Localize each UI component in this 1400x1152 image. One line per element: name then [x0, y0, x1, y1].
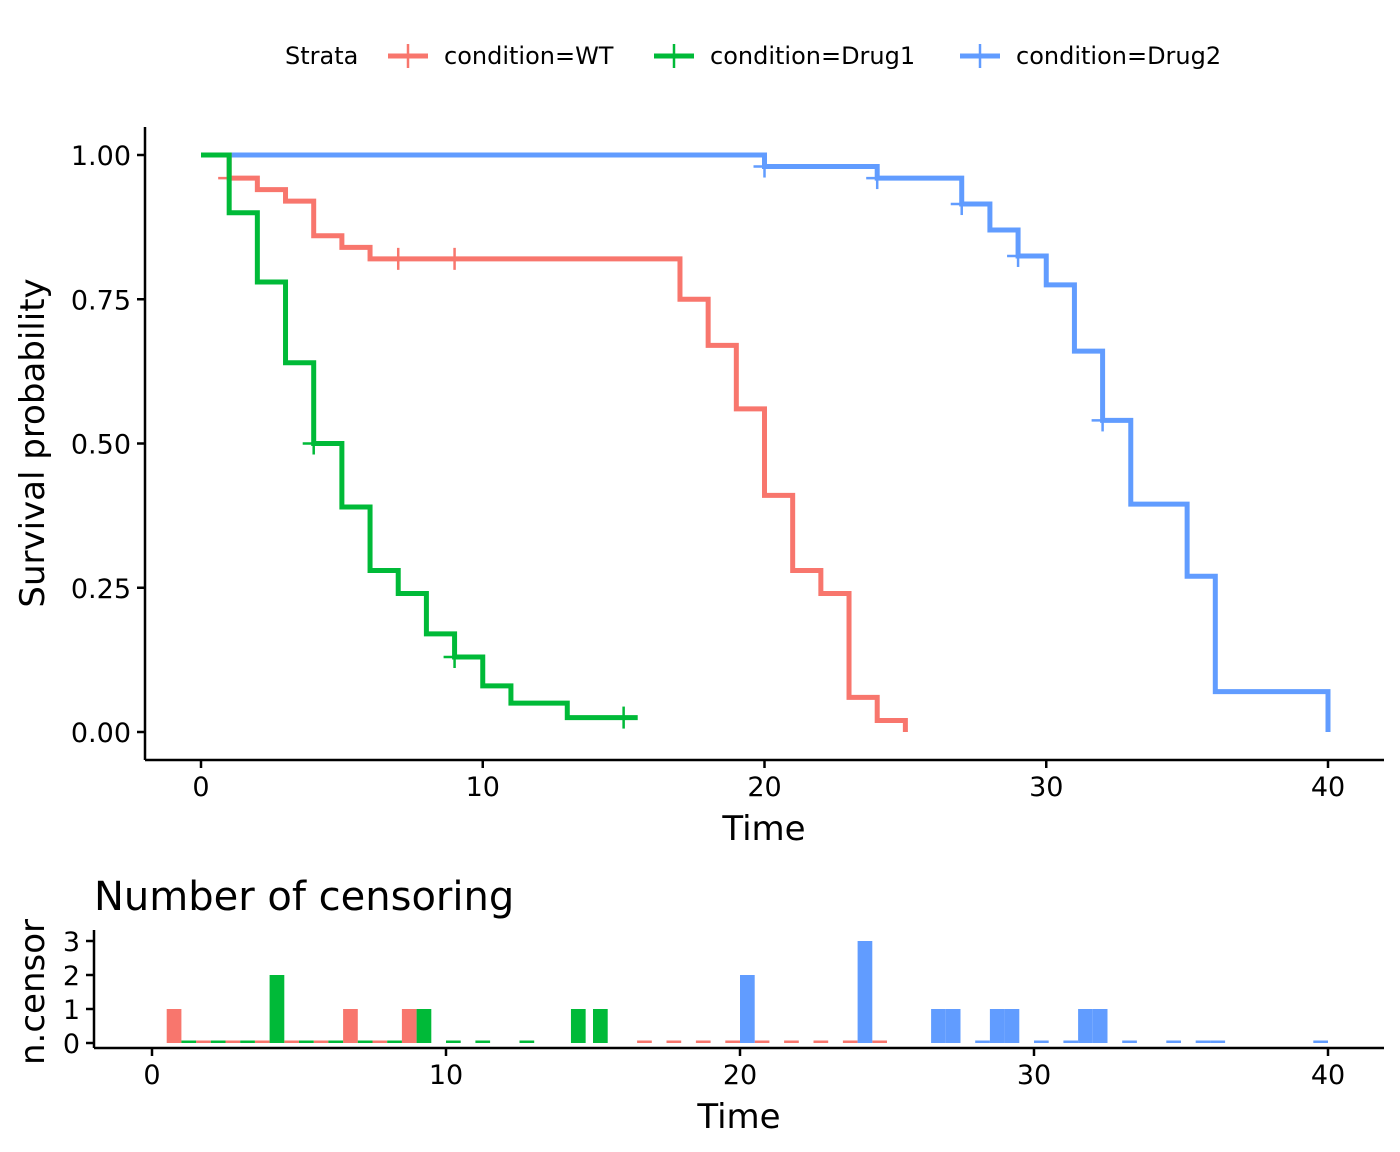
censor-bar-drug1	[181, 1040, 197, 1043]
legend-item-drug2: condition=Drug2	[960, 42, 1221, 70]
bottom-x-axis-title: Time	[696, 1097, 780, 1137]
censor-bar-drug2	[1313, 1040, 1328, 1043]
bottom-x-tick-label: 0	[143, 1060, 160, 1091]
censor-bar-drug2	[975, 1040, 990, 1043]
top-y-tick-label: 1.00	[71, 141, 131, 172]
censor-bar-wt	[666, 1040, 682, 1043]
censor-bar-drug2	[1166, 1040, 1181, 1043]
censor-bar-drug2	[945, 1009, 961, 1043]
censor-bar-wt	[784, 1040, 799, 1043]
censor-bar-wt	[284, 1040, 299, 1043]
censor-bar-drug2	[1034, 1040, 1049, 1043]
survival-curve-drug1	[201, 152, 638, 721]
censor-bar-drug1	[269, 975, 285, 1043]
bottom-y-tick-label: 1	[63, 995, 80, 1026]
censor-bar-wt	[754, 1040, 770, 1043]
censor-bar-drug2	[857, 941, 873, 1043]
legend-label: condition=WT	[444, 42, 614, 70]
censor-bar-wt	[842, 1040, 858, 1043]
top-y-tick-label: 0.75	[71, 285, 131, 316]
censor-bar-drug1	[299, 1040, 314, 1043]
bottom-y-tick-label: 3	[63, 927, 80, 958]
top-x-axis-title: Time	[721, 809, 805, 849]
censor-bar-wt	[637, 1040, 652, 1043]
legend-item-wt: condition=WT	[388, 42, 614, 70]
censor-bar-drug2	[1092, 1009, 1108, 1043]
top-x-tick-label: 0	[192, 772, 209, 803]
censor-bar-drug1	[570, 1009, 586, 1043]
censor-bar-wt	[313, 1040, 329, 1043]
top-y-axis-title: Survival probability	[13, 278, 53, 607]
bottom-x-tick-label: 30	[1017, 1060, 1051, 1091]
censor-bar-wt	[254, 1040, 270, 1043]
bottom-x-tick-label: 20	[723, 1060, 757, 1091]
top-x-tick-label: 40	[1311, 772, 1345, 803]
legend-label: condition=Drug2	[1016, 42, 1221, 70]
censor-bar-drug2	[1063, 1040, 1079, 1043]
censor-bar-drug1	[328, 1040, 344, 1043]
censor-bar-wt	[166, 1009, 182, 1043]
censor-bar-drug2	[1078, 1009, 1093, 1043]
censor-bar-drug2	[1210, 1040, 1226, 1043]
top-y-tick-label: 0.00	[71, 718, 131, 749]
censor-bar-drug2	[1004, 1009, 1020, 1043]
censor-bar-drug1	[475, 1040, 491, 1043]
survival-plot-panel: 0.00 0.25 0.50 0.75 1.00 0 10 20 30 40 Time Survi…	[13, 127, 1384, 849]
censor-bar-drug2	[1122, 1040, 1137, 1043]
top-x-tick-label: 10	[466, 772, 500, 803]
censor-bar-drug2	[740, 975, 755, 1043]
censor-bar-wt	[813, 1040, 829, 1043]
censor-bar-wt	[196, 1040, 211, 1043]
censor-bar-drug2	[1195, 1040, 1211, 1043]
survival-curve-wt	[201, 152, 908, 732]
censor-bar-wt	[695, 1040, 711, 1043]
bottom-y-axis-title: n.censor	[13, 919, 53, 1065]
censor-bar-drug1	[210, 1040, 226, 1043]
censor-bar-wt	[343, 1009, 358, 1043]
bottom-y-tick-label: 2	[63, 961, 80, 992]
censor-bar-drug1	[446, 1040, 461, 1043]
bottom-x-tick-label: 10	[429, 1060, 463, 1091]
top-y-tick-label: 0.50	[71, 430, 131, 461]
censor-bar-wt	[401, 1009, 417, 1043]
censor-bar-drug2	[989, 1009, 1005, 1043]
top-y-tick-label: 0.25	[71, 574, 131, 605]
top-x-tick-label: 20	[747, 772, 781, 803]
legend-label: condition=Drug1	[710, 42, 915, 70]
bottom-y-tick-label: 0	[63, 1029, 80, 1060]
censor-bar-wt	[872, 1040, 887, 1043]
legend-item-drug1: condition=Drug1	[654, 42, 915, 70]
censor-panel-title: Number of censoring	[94, 874, 514, 920]
top-x-tick-label: 30	[1029, 772, 1063, 803]
censor-bar-wt	[725, 1040, 740, 1043]
bottom-x-tick-label: 40	[1311, 1060, 1345, 1091]
censor-bar-drug1	[416, 1009, 432, 1043]
censor-bar-wt	[372, 1040, 388, 1043]
censor-bar-drug1	[519, 1040, 535, 1043]
legend-title: Strata	[285, 42, 358, 70]
censor-bar-wt	[225, 1040, 241, 1043]
legend: Strata condition=WT condition=Drug1 condit…	[285, 42, 1221, 70]
censor-bar-drug1	[240, 1040, 255, 1043]
censor-bar-drug1	[593, 1009, 608, 1043]
censor-bar-drug1	[357, 1040, 373, 1043]
censor-bar-drug2	[931, 1009, 946, 1043]
censor-bar-drug1	[387, 1040, 402, 1043]
